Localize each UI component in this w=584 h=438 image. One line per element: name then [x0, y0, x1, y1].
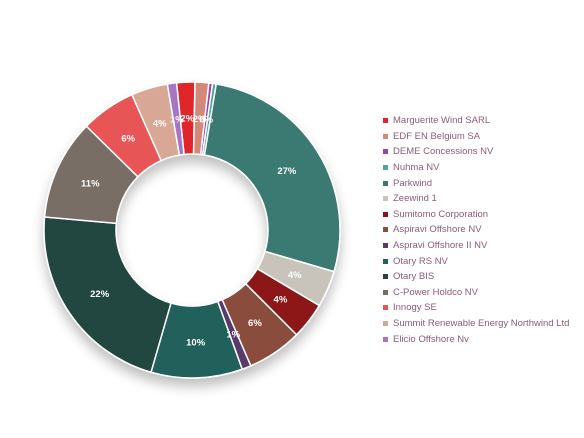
- legend-item[interactable]: Zeewind 1: [383, 191, 583, 207]
- slice-label-innogy-se: 6%: [121, 133, 135, 144]
- slice-label-summit-renewable-energy-northwind-ltd: 4%: [153, 118, 167, 129]
- legend-swatch: [383, 118, 388, 124]
- legend-label: Otary RS NV: [393, 255, 448, 267]
- slice-label-deme-concessions-nv: 0%: [199, 114, 213, 125]
- slice-parkwind[interactable]: [203, 83, 341, 273]
- slice-elicio-offshore-nv[interactable]: [166, 81, 185, 156]
- legend-swatch: [383, 180, 388, 186]
- legend-item[interactable]: Innogy SE: [383, 300, 583, 316]
- legend-label: Nuhma NV: [393, 162, 440, 174]
- legend-label: Innogy SE: [393, 302, 437, 314]
- legend-swatch: [383, 227, 388, 233]
- legend-swatch: [383, 243, 388, 249]
- slice-label-zeewind-1: 4%: [288, 270, 302, 281]
- legend-item[interactable]: EDF EN Belgium SA: [383, 129, 583, 145]
- legend-item[interactable]: Parkwind: [383, 175, 583, 191]
- legend-label: Sumitomo Corporation: [393, 208, 489, 220]
- legend-label: C-Power Holdco NV: [393, 286, 478, 298]
- legend-item[interactable]: Summit Renewable Energy Northwind Ltd: [383, 316, 583, 332]
- legend-label: Otary BIS: [393, 271, 435, 283]
- slice-label-sumitomo-corporation: 4%: [274, 294, 288, 305]
- legend-label: Elicio Offshore Nv: [393, 333, 469, 345]
- slice-label-aspiravi-offshore-nv: 6%: [248, 318, 262, 329]
- legend-item[interactable]: Aspiravi Offshore NV: [383, 222, 583, 238]
- legend: Marguerite Wind SARL EDF EN Belgium SA DEM…: [383, 113, 583, 347]
- legend-label: EDF EN Belgium SA: [393, 130, 481, 142]
- legend-swatch: [383, 165, 388, 171]
- legend-swatch: [383, 149, 388, 155]
- slice-label-c-power-holdco-nv: 11%: [81, 179, 100, 190]
- slice-label-marguerite-wind-sarl: 2%: [180, 114, 194, 125]
- legend-swatch: [383, 305, 388, 311]
- legend-item[interactable]: Marguerite Wind SARL: [383, 113, 583, 129]
- legend-item[interactable]: Sumitomo Corporation: [383, 207, 583, 223]
- legend-label: Parkwind: [393, 177, 433, 189]
- slice-labels: 2%2%0%27%4%4%6%1%10%22%11%6%4% 1%: [81, 114, 302, 349]
- legend-swatch: [383, 211, 388, 217]
- legend-item[interactable]: C-Power Holdco NV: [383, 285, 583, 301]
- legend-item[interactable]: Otary BIS: [383, 269, 583, 285]
- legend-label: Aspiravi Offshore NV: [393, 224, 482, 236]
- donut-slices: [43, 81, 341, 379]
- legend-label: Aspravi Offshore II NV: [393, 240, 488, 252]
- legend-item[interactable]: Otary RS NV: [383, 253, 583, 269]
- legend-swatch: [383, 133, 388, 139]
- slice-label-edf-en-belgium-sa: 2%: [193, 114, 207, 125]
- legend-swatch: [383, 321, 388, 327]
- slice-label-parkwind: 27%: [277, 166, 297, 177]
- legend-swatch: [383, 336, 388, 342]
- legend-swatch: [383, 289, 388, 295]
- slice-label-otary-bis: 22%: [90, 289, 110, 300]
- slice-label-elicio-offshore-nv: 1%: [170, 115, 184, 126]
- legend-swatch: [383, 196, 388, 202]
- slice-label-otary-rs-nv: 10%: [186, 337, 206, 348]
- legend-item[interactable]: Aspravi Offshore II NV: [383, 238, 583, 254]
- slice-label-aspravi-offshore-ii-nv: 1%: [226, 330, 240, 341]
- legend-label: Zeewind 1: [393, 193, 437, 205]
- legend-swatch: [383, 274, 388, 280]
- legend-item[interactable]: DEME Concessions NV: [383, 144, 583, 160]
- legend-label: DEME Concessions NV: [393, 146, 494, 158]
- slice-otary-bis[interactable]: [43, 216, 172, 374]
- legend-item[interactable]: Nuhma NV: [383, 160, 583, 176]
- legend-item[interactable]: Elicio Offshore Nv: [383, 331, 583, 347]
- legend-swatch: [383, 258, 388, 264]
- legend-label: Summit Renewable Energy Northwind Ltd: [393, 318, 570, 330]
- legend-label: Marguerite Wind SARL: [393, 115, 491, 127]
